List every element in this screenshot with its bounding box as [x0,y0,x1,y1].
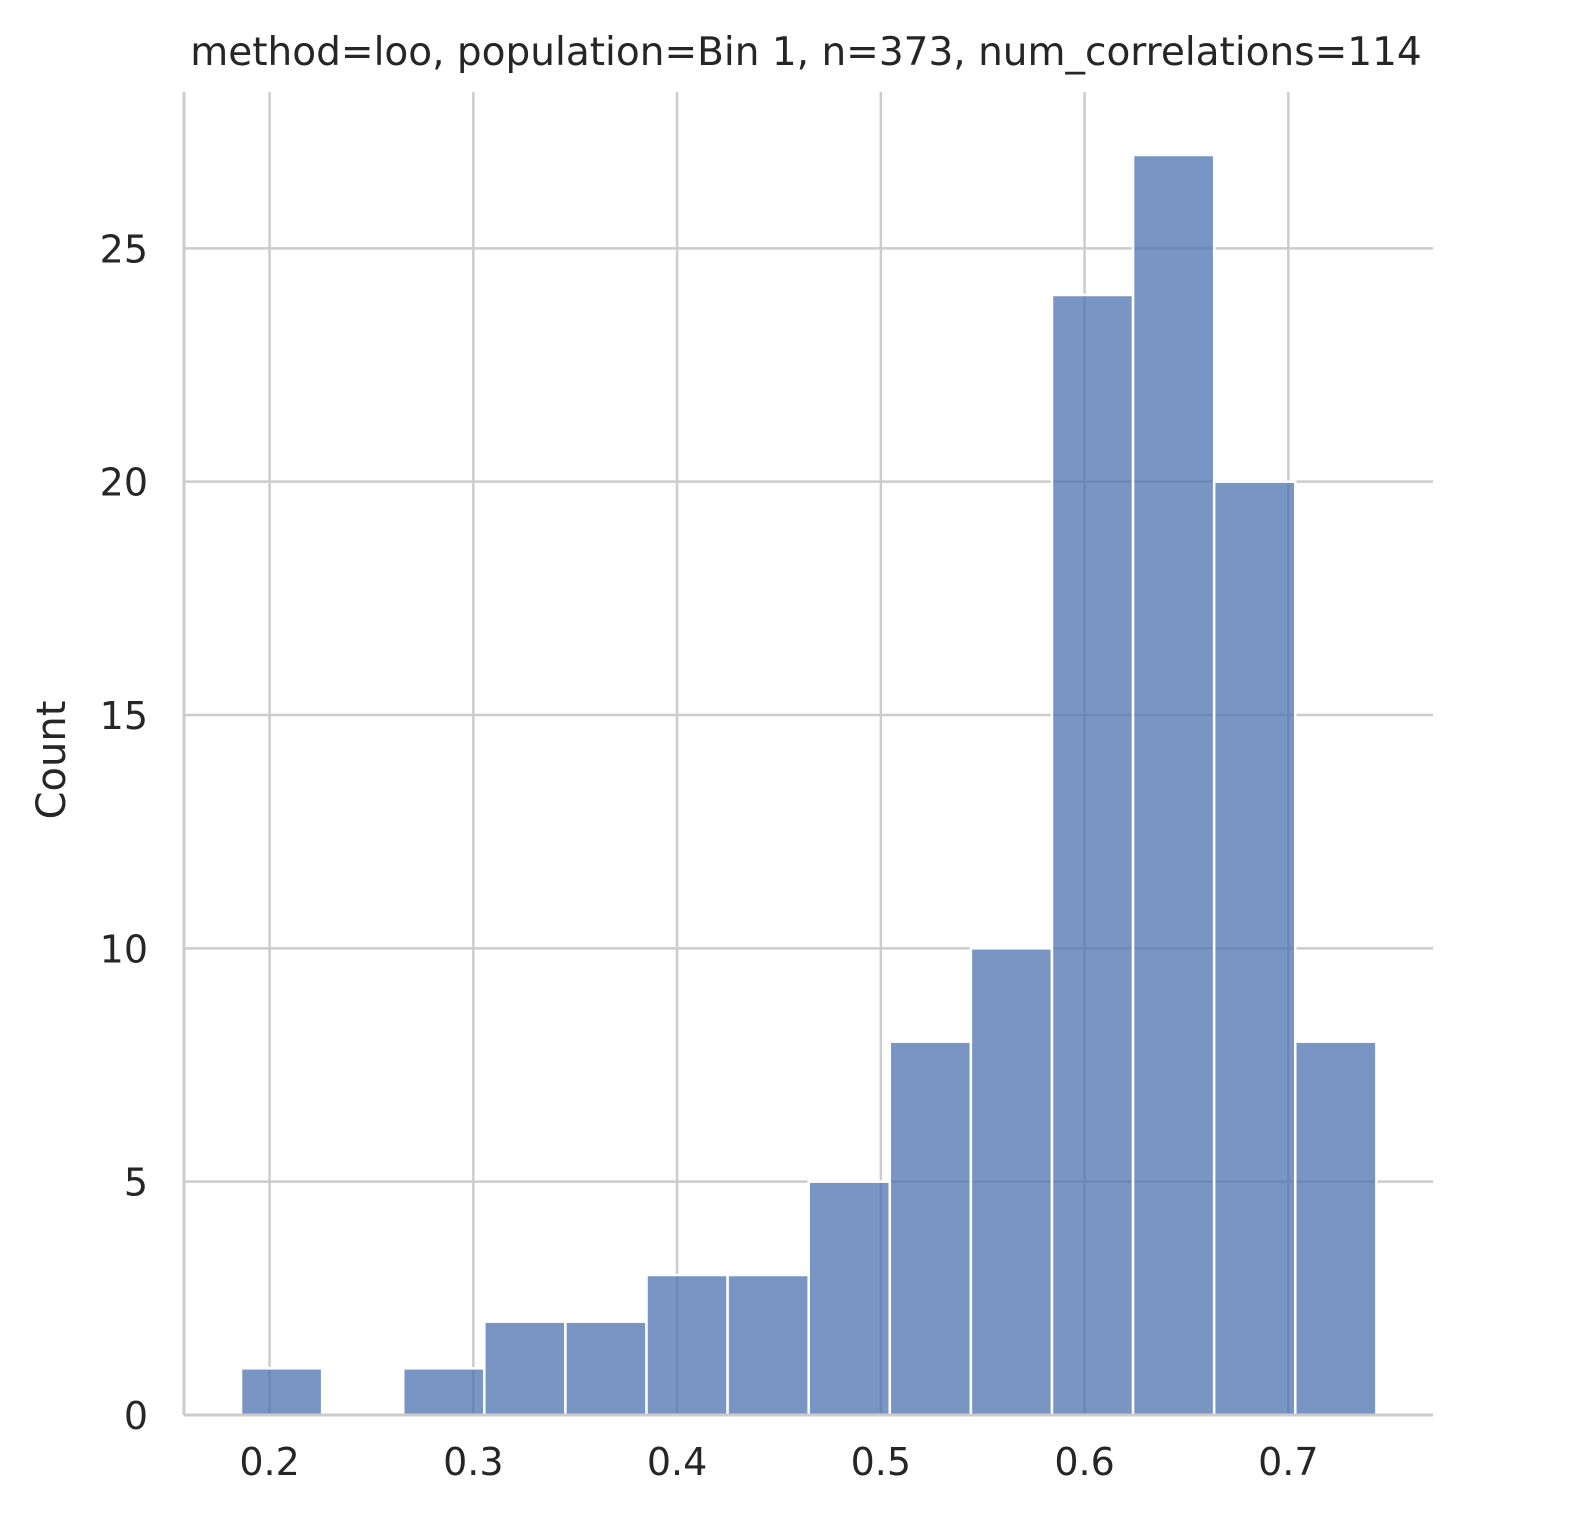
x-tick-label: 0.3 [443,1440,503,1484]
y-tick-label: 5 [124,1161,148,1205]
y-tick-label: 25 [100,227,148,271]
histogram-bar [564,1320,648,1417]
y-tick-label: 10 [100,927,148,971]
histogram-bar [1294,1040,1378,1417]
histogram-bar [1212,480,1297,1417]
x-tick-label: 0.4 [647,1440,707,1484]
histogram-bar [645,1273,729,1417]
histogram-bar [888,1040,973,1417]
x-tick-label: 0.6 [1054,1440,1114,1484]
x-tick-label: 0.5 [851,1440,911,1484]
histogram-bar [1131,153,1216,1417]
bars-layer [239,153,1378,1417]
chart-title: method=loo, population=Bin 1, n=373, num… [190,30,1421,75]
histogram-bar [401,1367,486,1417]
histogram-bar [239,1367,324,1417]
histogram-bar [1050,293,1135,1417]
histogram-bar [726,1273,810,1417]
y-tick-label: 20 [100,461,148,505]
y-axis-label: Count [29,701,75,820]
histogram-bar [807,1180,892,1417]
y-tick-label: 0 [124,1394,148,1438]
axes-layer: 0.2 0.3 0.4 0.5 0.6 0.7 0 5 10 15 20 25 [100,92,1433,1484]
histogram-bar [969,947,1054,1417]
y-tick-label: 15 [100,694,148,738]
x-tick-label: 0.7 [1258,1440,1318,1484]
histogram-bar [483,1320,567,1417]
x-tick-label: 0.2 [239,1440,299,1484]
